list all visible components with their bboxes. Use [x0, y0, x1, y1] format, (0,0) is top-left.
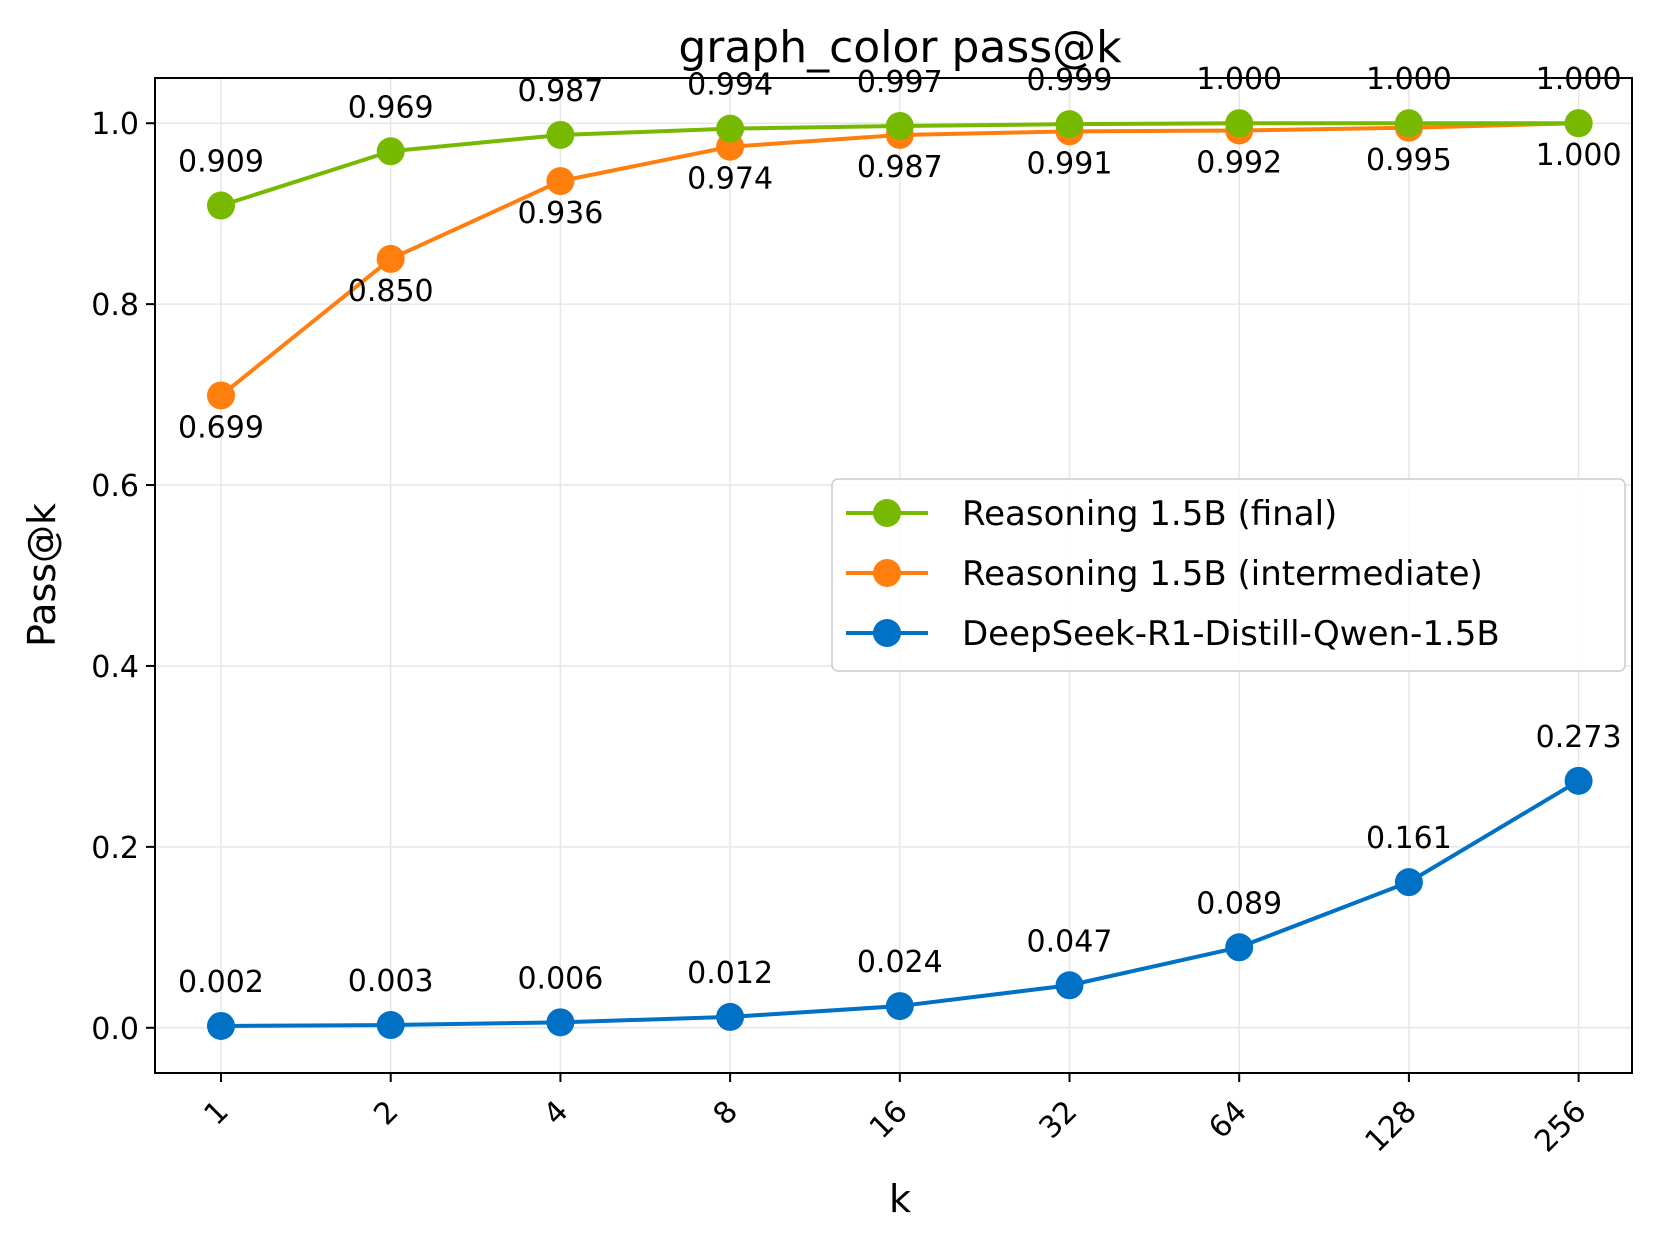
y-tick-label: 1.0 — [91, 107, 139, 142]
chart-title: graph_color pass@k — [678, 22, 1122, 73]
data-label: 1.000 — [1196, 62, 1282, 97]
data-point — [1394, 109, 1423, 138]
data-point — [376, 244, 405, 273]
legend-marker — [873, 619, 901, 647]
data-label: 0.991 — [1027, 146, 1113, 181]
y-tick-label: 0.8 — [91, 288, 139, 323]
y-axis-label: Pass@k — [20, 503, 64, 647]
data-label: 0.974 — [687, 162, 773, 197]
legend: Reasoning 1.5B (final) Reasoning 1.5B (in… — [831, 478, 1626, 672]
data-label: 0.006 — [517, 961, 603, 996]
data-point — [1055, 110, 1084, 139]
series-2 — [207, 766, 1593, 1040]
data-point — [1564, 766, 1593, 795]
data-label: 0.936 — [517, 196, 603, 231]
data-point — [1055, 971, 1084, 1000]
data-point — [376, 137, 405, 166]
y-tick-label: 0.0 — [91, 1012, 139, 1047]
plot-frame — [154, 77, 1633, 1074]
data-label: 0.024 — [857, 945, 943, 980]
data-point — [885, 111, 914, 140]
legend-marker — [873, 559, 901, 587]
data-label: 0.999 — [1027, 63, 1113, 98]
legend-label: Reasoning 1.5B (final) — [962, 494, 1337, 534]
data-point — [207, 381, 235, 410]
legend-item: Reasoning 1.5B (final) — [846, 494, 1337, 534]
data-point — [546, 120, 575, 149]
data-point — [716, 1002, 745, 1031]
data-point — [885, 992, 914, 1021]
x-axis-label: k — [889, 1177, 911, 1221]
data-label: 0.997 — [857, 65, 943, 100]
data-label: 0.969 — [348, 90, 434, 125]
data-label: 0.987 — [857, 150, 943, 185]
data-label: 0.273 — [1536, 720, 1622, 755]
data-point — [716, 114, 745, 143]
data-point — [207, 191, 235, 220]
data-point — [376, 1011, 405, 1040]
data-label: 0.012 — [687, 956, 773, 991]
legend-box — [831, 478, 1626, 672]
legend-item: DeepSeek-R1-Distill-Qwen-1.5B — [846, 614, 1500, 654]
data-point — [1225, 109, 1254, 138]
data-label-layer: 0.909 0.969 0.987 0.994 0.997 0.999 1.000 1.000… — [178, 62, 1621, 1000]
data-label: 1.000 — [1536, 62, 1622, 97]
data-label: 0.003 — [348, 964, 434, 999]
data-label: 0.047 — [1027, 924, 1113, 959]
data-label: 0.987 — [517, 74, 603, 109]
data-label: 1.000 — [1536, 138, 1622, 173]
data-point — [1225, 933, 1254, 962]
y-tick-label: 0.4 — [91, 650, 139, 685]
data-point — [207, 1011, 235, 1040]
data-label: 0.995 — [1366, 143, 1452, 178]
y-tick-label: 0.2 — [91, 831, 139, 866]
y-tick-label: 0.6 — [91, 469, 139, 504]
data-label: 0.002 — [178, 965, 264, 1000]
data-label: 0.992 — [1196, 145, 1282, 180]
data-label: 1.000 — [1366, 62, 1452, 97]
data-label: 0.699 — [178, 410, 264, 445]
data-label: 0.161 — [1366, 821, 1452, 856]
data-point — [1394, 868, 1423, 897]
series-0 — [207, 109, 1593, 220]
data-label: 0.850 — [348, 274, 434, 309]
data-point — [546, 167, 575, 196]
data-label: 0.089 — [1196, 886, 1282, 921]
data-point — [1564, 109, 1593, 138]
legend-marker — [873, 499, 901, 527]
data-point — [546, 1008, 575, 1037]
legend-item: Reasoning 1.5B (intermediate) — [846, 554, 1483, 594]
series-layer — [207, 109, 1593, 1040]
data-label: 0.909 — [178, 145, 264, 180]
legend-label: Reasoning 1.5B (intermediate) — [962, 554, 1483, 594]
data-label: 0.994 — [687, 68, 773, 103]
legend-label: DeepSeek-R1-Distill-Qwen-1.5B — [962, 614, 1500, 654]
